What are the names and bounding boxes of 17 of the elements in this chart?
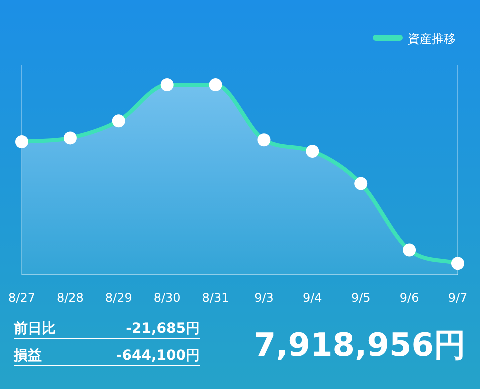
text: 7,918,956円 <box>254 326 466 364</box>
x-tick-label: 8/30 <box>154 291 181 305</box>
text: -21,685円 <box>126 321 200 337</box>
x-tick-label: 9/6 <box>400 291 420 305</box>
x-tick-label: 9/7 <box>448 291 468 305</box>
x-tick-label: 8/28 <box>56 291 84 305</box>
text: 損益 <box>13 348 42 364</box>
x-tick-label: 8/29 <box>105 291 132 305</box>
legend: 資産推移 <box>373 32 456 46</box>
x-tick-label: 8/31 <box>202 291 230 305</box>
text: 前日比 <box>13 321 56 337</box>
x-tick-label: 9/4 <box>303 291 322 305</box>
x-tick-label: 9/3 <box>254 291 274 305</box>
x-tick-label: 9/5 <box>351 291 371 305</box>
text: -644,100円 <box>116 348 200 364</box>
x-tick-label: 8/27 <box>8 291 36 305</box>
legend-label: 資産推移 <box>408 32 456 46</box>
